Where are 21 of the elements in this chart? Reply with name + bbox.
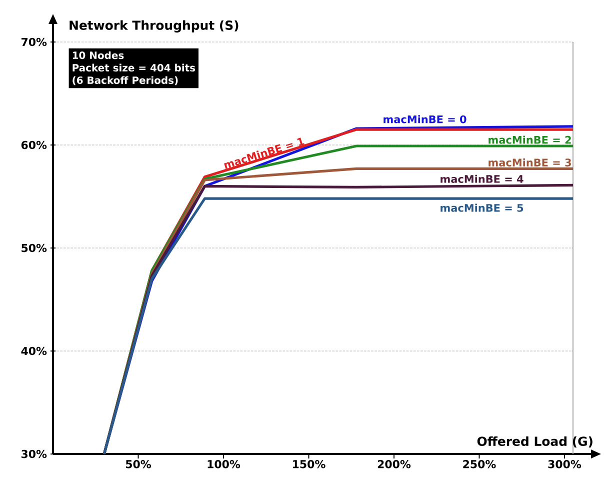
x-axis-title: Offered Load (G) [477, 436, 592, 448]
series-label: macMinBE = 5 [440, 204, 524, 212]
y-tick-label: 70% [22, 38, 47, 46]
x-tick-label: 200% [378, 460, 411, 468]
annotation: 10 Nodes [72, 51, 124, 60]
x-tick-label: 150% [293, 460, 326, 468]
annotation: (6 Backoff Periods) [72, 76, 178, 86]
y-tick-label: 60% [21, 140, 47, 150]
x-tick-label: 50% [126, 460, 152, 468]
series-label: macMinBE = 4 [440, 174, 524, 183]
x-tick-label: 250% [463, 460, 496, 468]
series-label: macMinBE = 3 [488, 158, 571, 166]
y-tick-label: 40% [21, 346, 47, 356]
y-tick-label: 50% [22, 244, 47, 252]
y-tick-label: 30% [22, 450, 47, 458]
annotation: Packet size = 404 bits [72, 64, 196, 72]
y-axis-title: Network Throughput (S) [70, 20, 238, 32]
x-tick-label: 100% [208, 460, 240, 468]
x-tick-label: 300% [548, 460, 582, 468]
series-label: macMinBE = 2 [488, 136, 571, 144]
series-label: macMinBE = 0 [384, 115, 466, 124]
